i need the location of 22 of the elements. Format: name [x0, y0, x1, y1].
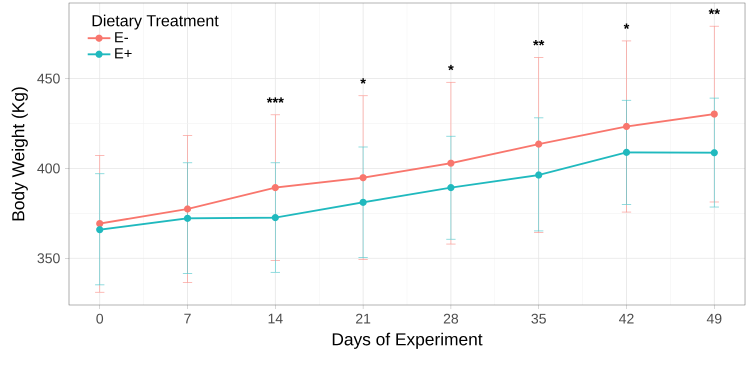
x-tick-label: 28	[444, 314, 458, 324]
annotation: *	[624, 23, 630, 29]
annotation: *	[448, 64, 454, 70]
legend-title: Dietary Treatment	[92, 14, 219, 30]
annotation: *	[360, 78, 366, 84]
y-axis-title: Body Weight (Kg)	[12, 87, 28, 220]
annotation: **	[708, 8, 720, 14]
x-tick-label: 7	[184, 314, 191, 324]
legend-label: E+	[115, 48, 132, 58]
x-tick-label: 49	[706, 314, 722, 324]
annotation: **	[533, 40, 544, 46]
x-tick-label: 42	[619, 314, 634, 324]
y-tick-label: 400	[37, 163, 60, 174]
x-tick-label: 35	[531, 314, 546, 324]
x-axis-title: Days of Experiment	[332, 332, 482, 349]
x-tick-label: 0	[96, 314, 104, 324]
x-tick-label: 14	[268, 314, 283, 324]
y-tick-label: 450	[37, 74, 60, 84]
y-tick-label: 350	[37, 253, 60, 264]
x-tick-label: 21	[356, 314, 370, 324]
annotation: ***	[266, 97, 284, 103]
legend-label: E-	[115, 32, 128, 42]
